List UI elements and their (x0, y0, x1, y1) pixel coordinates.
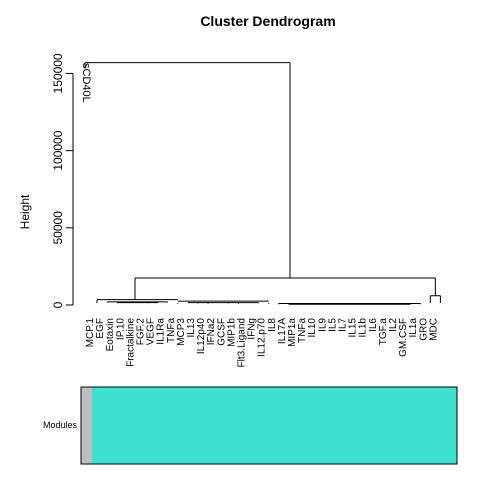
leaf-label: MIP1a (287, 318, 298, 347)
leaf-label: IL10 (307, 318, 318, 338)
leaf-label: IFNa2 (206, 318, 217, 346)
leaf-label: IL8 (267, 318, 278, 332)
leaf-label: MCP.1 (85, 318, 96, 348)
y-tick-label: 100000 (51, 130, 65, 170)
leaf-label: GCSF (216, 318, 227, 346)
y-tick-label: 0 (51, 301, 65, 308)
module-bar-border (80, 386, 458, 465)
leaf-label: IFNg (247, 318, 258, 340)
leaf-label: TNFa (297, 318, 308, 343)
module-segment-grey (81, 387, 92, 464)
module-color-bar (80, 386, 458, 465)
leaf-label: IL1a (408, 318, 419, 338)
leaf-label: VEGF (146, 318, 157, 345)
leaf-label: GM.CSF (398, 318, 409, 357)
outlier-leaf-label: sCD40L (80, 63, 92, 103)
leaf-label: EGF (95, 318, 106, 339)
y-tick-label: 150000 (51, 53, 65, 93)
module-bar-label: Modules (43, 420, 78, 430)
leaf-label: TGF.a (378, 318, 389, 346)
y-axis-label: Height (18, 194, 32, 229)
leaf-label: Fractalkine (125, 318, 136, 367)
leaf-label: IL6 (368, 318, 379, 332)
leaf-label: FGF.2 (136, 318, 147, 346)
leaf-label: TNFa (166, 318, 177, 343)
leaf-label: Flt3.Ligand (237, 318, 248, 367)
leaf-labels: MCP.1 EGF Eotaxin IP.10 Fractalkine FGF.2 VEGF… (85, 318, 439, 368)
dendrogram-tree (84, 62, 441, 305)
leaf-label: IL15 (348, 318, 359, 338)
leaf-label: GRO (418, 318, 429, 341)
module-segment-turquoise (92, 387, 457, 464)
leaf-label: MDC (428, 318, 439, 341)
leaf-label: IL1b (358, 318, 369, 338)
leaf-label: Eotaxin (105, 318, 116, 351)
leaf-label: IL2 (388, 318, 399, 332)
y-tick-label: 50000 (51, 211, 65, 245)
leaf-label: IL17A (277, 318, 288, 344)
leaf-label: IP.10 (115, 318, 126, 340)
leaf-label: IL9 (317, 318, 328, 332)
leaf-label: IL12p40 (196, 318, 207, 355)
leaf-label: MCP3 (176, 318, 187, 346)
leaf-label: MIP1b (226, 318, 237, 347)
chart-title: Cluster Dendrogram (200, 13, 335, 29)
leaf-label: IL12.p70 (257, 318, 268, 357)
y-axis: 0 50000 100000 150000 (51, 53, 74, 308)
leaf-label: IL13 (186, 318, 197, 338)
leaf-label: IL5 (327, 318, 338, 332)
leaf-label: IL1Ra (156, 318, 167, 345)
leaf-label: IL7 (338, 318, 349, 332)
